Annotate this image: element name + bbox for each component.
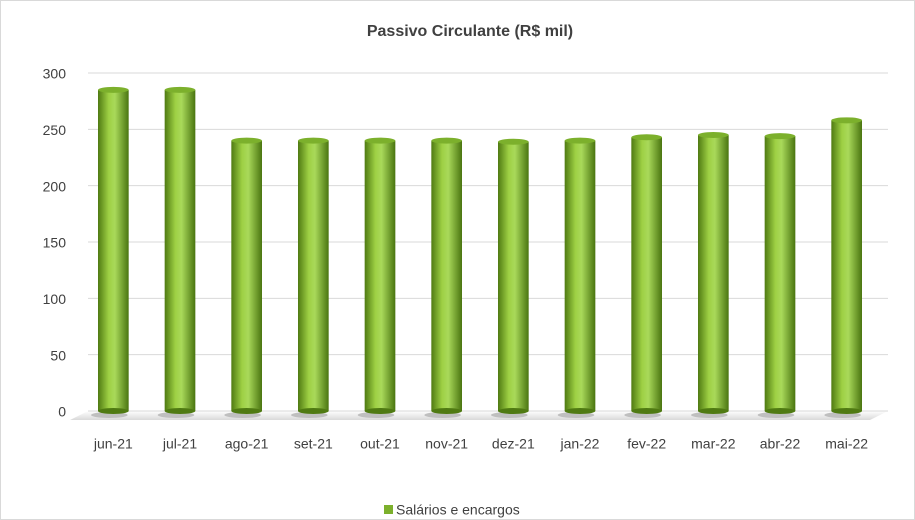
bar-base — [164, 408, 196, 414]
legend-label: Salários e encargos — [396, 502, 520, 518]
bar — [164, 89, 196, 412]
bar-cap — [764, 133, 796, 140]
bar-base — [698, 408, 729, 414]
bar-base — [298, 408, 329, 414]
x-tick-label: mai-22 — [825, 436, 868, 452]
y-tick-label: 50 — [50, 347, 66, 363]
bar-base — [98, 408, 129, 414]
bar — [831, 120, 862, 411]
bar-cap — [298, 137, 329, 144]
bar — [631, 137, 662, 411]
bar — [231, 140, 262, 411]
floor — [70, 411, 888, 420]
bar — [764, 136, 796, 412]
bar-cap — [431, 137, 462, 144]
y-tick-label: 100 — [43, 291, 67, 307]
bar — [564, 140, 596, 411]
x-tick-label: dez-21 — [492, 436, 535, 452]
y-tick-label: 150 — [43, 235, 67, 251]
x-tick-label: abr-22 — [760, 436, 801, 452]
bar-cap — [497, 138, 529, 145]
bar-base — [631, 408, 663, 414]
x-tick-label: mar-22 — [691, 436, 736, 452]
bar — [431, 140, 462, 411]
bar-cap — [831, 117, 863, 124]
bar-base — [231, 408, 262, 414]
x-tick-label: set-21 — [294, 436, 333, 452]
bar-cap — [364, 137, 396, 144]
bar-cap — [564, 137, 596, 144]
y-tick-label: 300 — [43, 66, 67, 82]
x-tick-label: nov-21 — [425, 436, 468, 452]
bar-cap — [631, 134, 663, 141]
bar — [298, 140, 329, 411]
bar — [498, 141, 529, 411]
legend-swatch — [384, 505, 393, 514]
bar-cap — [231, 137, 262, 144]
bar — [698, 134, 729, 411]
bar-base — [564, 408, 596, 414]
bar-base — [497, 408, 529, 414]
bar-base — [431, 408, 462, 414]
bar-base — [831, 408, 863, 414]
x-tick-label: fev-22 — [627, 436, 666, 452]
bar-base — [764, 408, 796, 414]
x-tick-label: jan-22 — [560, 436, 600, 452]
x-tick-label: ago-21 — [225, 436, 269, 452]
bar — [98, 89, 129, 412]
bar-cap — [164, 86, 196, 93]
bar-base — [364, 408, 396, 414]
chart-title: Passivo Circulante (R$ mil) — [367, 23, 573, 40]
y-tick-label: 200 — [43, 178, 67, 194]
x-tick-label: jul-21 — [162, 436, 197, 452]
x-tick-label: jun-21 — [93, 436, 133, 452]
bar — [364, 140, 396, 411]
x-tick-label: out-21 — [360, 436, 400, 452]
y-tick-label: 250 — [43, 122, 67, 138]
y-tick-label: 0 — [58, 404, 66, 420]
bar-cap — [98, 86, 129, 93]
bar-cap — [698, 131, 729, 138]
